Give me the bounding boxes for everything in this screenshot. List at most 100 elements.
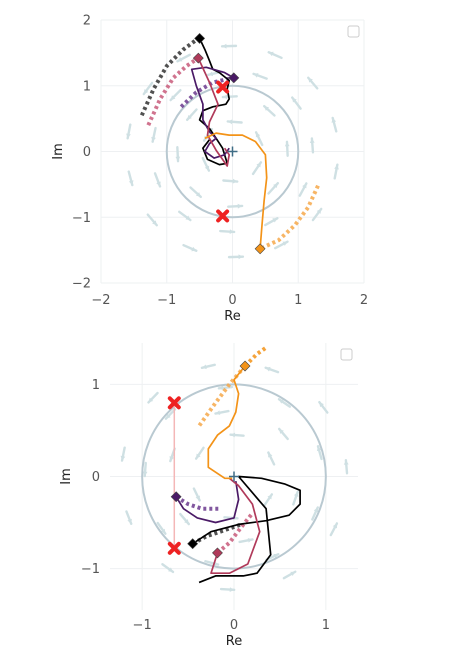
field-arrow-head bbox=[201, 364, 207, 370]
x-tick-label: −1 bbox=[133, 618, 152, 633]
field-arrow-head bbox=[273, 553, 279, 559]
field-arrow-head bbox=[218, 385, 224, 391]
field-arrow-head bbox=[187, 114, 192, 120]
y-tick-label: −1 bbox=[81, 562, 100, 577]
trajectory-line bbox=[210, 477, 261, 575]
field-arrow-head bbox=[264, 106, 270, 111]
bottom-plot-panel: −1 0 1 −1 0 1 Re Im bbox=[59, 343, 358, 649]
trajectory-end-marker bbox=[192, 52, 204, 64]
field-arrow-head bbox=[293, 491, 299, 497]
field-arrow-head bbox=[255, 132, 261, 138]
y-tick-label: 0 bbox=[83, 145, 91, 160]
field-arrow-head bbox=[316, 446, 322, 452]
field-arrow-head bbox=[319, 402, 324, 408]
pole-marker bbox=[216, 209, 230, 223]
pole-marker bbox=[167, 396, 181, 410]
field-arrow-head bbox=[143, 89, 149, 95]
field-arrow-head bbox=[302, 183, 307, 189]
y-tick-label: −2 bbox=[72, 277, 91, 292]
field-arrow-head bbox=[309, 138, 315, 143]
field-arrow-head bbox=[142, 471, 148, 477]
y-tick-label: −1 bbox=[72, 211, 91, 226]
x-tick-label: 2 bbox=[360, 293, 368, 308]
field-arrow-head bbox=[247, 537, 253, 543]
x-tick-label: −1 bbox=[157, 293, 176, 308]
field-arrow-head bbox=[148, 397, 154, 403]
x-tick-label: 1 bbox=[322, 618, 330, 633]
x-tick-label: −2 bbox=[91, 293, 110, 308]
field-arrow-head bbox=[128, 180, 134, 186]
field-arrow-head bbox=[195, 495, 200, 501]
field-arrow-head bbox=[332, 523, 338, 529]
field-arrow-head bbox=[265, 366, 271, 372]
top-plot-panel: −2 −1 0 1 2 −2 −1 0 1 2 Re Im bbox=[51, 14, 368, 325]
field-arrow-head bbox=[204, 165, 210, 171]
field-arrow-head bbox=[222, 43, 227, 49]
trajectory-line bbox=[175, 480, 240, 524]
unit-circle bbox=[141, 383, 327, 570]
field-arrow-head bbox=[331, 117, 337, 123]
field-arrow-head bbox=[175, 156, 181, 162]
field-arrow-head bbox=[230, 432, 236, 438]
unit-circle bbox=[165, 84, 300, 219]
x-tick-label: 0 bbox=[228, 293, 236, 308]
x-tick-label: 1 bbox=[294, 293, 302, 308]
field-arrow-head bbox=[156, 181, 161, 187]
field-arrow-head bbox=[169, 456, 175, 462]
y-tick-label: 2 bbox=[83, 14, 91, 29]
trajectory-line bbox=[197, 57, 231, 167]
field-arrow-head bbox=[120, 455, 126, 461]
field-arrow-head bbox=[168, 567, 174, 572]
field-arrow-head bbox=[292, 97, 297, 103]
field-arrow-head bbox=[253, 73, 259, 78]
trajectory-end-marker bbox=[187, 538, 199, 550]
field-arrow-head bbox=[222, 94, 228, 100]
history-trail bbox=[179, 75, 233, 109]
field-arrow-head bbox=[308, 77, 313, 83]
y-tick-label: 1 bbox=[83, 79, 91, 94]
field-arrow-head bbox=[160, 528, 166, 534]
history-trail bbox=[139, 36, 200, 117]
history-trail bbox=[146, 56, 200, 127]
history-trail bbox=[243, 345, 268, 368]
trajectory-end-marker bbox=[212, 547, 223, 559]
field-arrow-head bbox=[272, 218, 278, 223]
field-arrow-head bbox=[196, 453, 201, 459]
y-tick-label: 1 bbox=[92, 378, 100, 393]
trajectory-line bbox=[190, 66, 235, 159]
field-arrow-head bbox=[229, 229, 235, 235]
field-arrow-head bbox=[152, 220, 157, 226]
y-tick-label: 0 bbox=[92, 470, 100, 485]
field-arrow-head bbox=[232, 178, 238, 184]
trajectory-end-marker bbox=[228, 72, 240, 84]
field-arrow-head bbox=[282, 241, 288, 246]
trajectory-end-marker bbox=[170, 491, 182, 503]
field-arrow-head bbox=[267, 494, 272, 500]
field-arrow-head bbox=[227, 119, 233, 125]
field-arrow-head bbox=[313, 507, 319, 513]
field-arrow-head bbox=[290, 571, 296, 576]
pole-marker bbox=[167, 541, 181, 555]
field-arrow-head bbox=[279, 428, 284, 434]
field-arrow-head bbox=[165, 413, 171, 419]
field-arrow-head bbox=[170, 95, 176, 101]
trajectory-line bbox=[204, 132, 268, 249]
trajectory-end-marker bbox=[239, 360, 251, 372]
field-arrow-head bbox=[343, 460, 349, 465]
y-axis-label: Im bbox=[51, 143, 66, 160]
field-arrow-head bbox=[229, 587, 235, 592]
trajectory-end-marker bbox=[254, 243, 266, 255]
history-trail bbox=[175, 495, 221, 511]
history-trail bbox=[216, 512, 254, 555]
field-arrow-head bbox=[268, 51, 274, 57]
trajectory-line bbox=[192, 475, 301, 584]
field-arrow-head bbox=[256, 162, 261, 168]
origin-marker bbox=[229, 471, 239, 482]
field-arrow-head bbox=[284, 141, 290, 147]
pole-marker bbox=[216, 80, 230, 94]
field-arrow-head bbox=[151, 136, 156, 142]
field-arrow-head bbox=[126, 133, 131, 139]
trajectory-line bbox=[207, 365, 246, 480]
field-arrow-head bbox=[215, 410, 221, 416]
